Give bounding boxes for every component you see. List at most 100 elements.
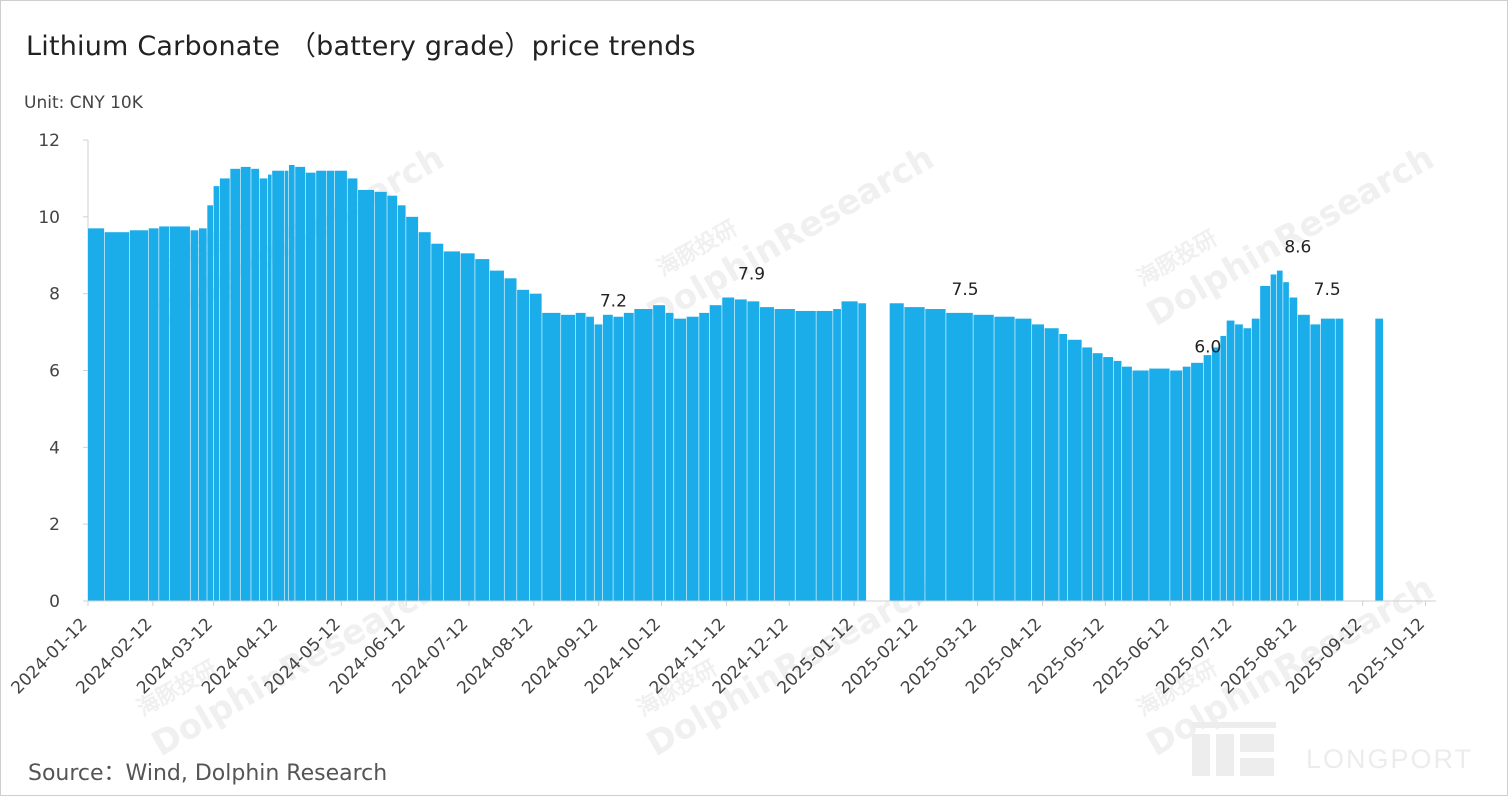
price-bar: [387, 195, 398, 601]
price-bar: [833, 309, 841, 601]
price-bar: [207, 205, 213, 601]
price-bar: [759, 307, 774, 601]
price-bar: [699, 312, 710, 602]
price-bar: [347, 178, 358, 602]
price-bar: [1059, 334, 1067, 601]
price-bar: [774, 309, 795, 601]
price-bar: [1132, 370, 1149, 601]
price-bar: [734, 299, 747, 601]
price-bar: [272, 170, 285, 602]
price-bar: [1122, 366, 1132, 601]
price-bar: [1015, 318, 1032, 601]
y-tick-label: 2: [49, 515, 60, 535]
price-bar: [623, 312, 634, 602]
price-bar: [1270, 274, 1277, 601]
price-bar: [334, 170, 347, 602]
price-bar: [397, 205, 406, 601]
price-bar: [104, 232, 130, 601]
price-bar: [613, 316, 624, 601]
price-bar: [634, 309, 653, 601]
unit-label: Unit: CNY 10K: [24, 93, 143, 113]
price-bar: [504, 278, 517, 601]
price-bar: [443, 251, 460, 601]
price-bar: [1113, 360, 1122, 601]
price-bar: [674, 318, 687, 601]
price-bar: [1289, 297, 1298, 601]
price-bar: [1320, 318, 1335, 601]
data-label: 7.5: [952, 280, 979, 300]
price-bar: [230, 168, 241, 601]
price-bar: [259, 178, 268, 602]
price-bar: [1212, 347, 1220, 601]
price-bar: [219, 178, 230, 602]
price-bar: [1067, 339, 1082, 601]
data-label: 6.0: [1194, 338, 1221, 358]
price-bar: [88, 228, 105, 602]
price-bar: [198, 228, 207, 602]
price-bar: [1191, 362, 1204, 601]
price-bar: [1276, 270, 1283, 601]
y-tick-label: 4: [49, 438, 60, 458]
price-bar: [460, 253, 475, 601]
price-bar: [159, 226, 170, 601]
price-bar: [251, 168, 260, 601]
price-bar: [190, 230, 199, 601]
price-bar: [406, 216, 419, 601]
price-bar: [858, 303, 867, 601]
price-bar: [594, 324, 603, 601]
y-tick-label: 6: [49, 362, 60, 382]
price-bar: [284, 170, 289, 602]
price-bar: [148, 228, 159, 602]
price-bar: [1092, 353, 1103, 601]
source-note: Source：Wind, Dolphin Research: [28, 761, 388, 786]
price-bar: [1375, 318, 1384, 601]
price-bar: [475, 259, 490, 601]
price-bar: [1226, 320, 1235, 601]
price-bar: [994, 316, 1015, 601]
price-bar: [747, 301, 760, 601]
data-label: 7.2: [600, 291, 627, 311]
price-bar: [795, 310, 816, 601]
price-bar: [1335, 318, 1344, 601]
y-tick-label: 8: [49, 285, 60, 305]
price-bar: [129, 230, 149, 601]
price-bar: [288, 164, 295, 601]
price-bar: [169, 226, 190, 601]
price-bar: [240, 166, 251, 601]
data-label: 7.9: [738, 265, 765, 285]
price-bar: [1235, 324, 1243, 601]
price-bar: [268, 174, 272, 601]
price-bar: [418, 232, 431, 601]
price-bar: [561, 314, 576, 601]
price-bar: [374, 191, 387, 602]
price-bar: [973, 314, 994, 601]
price-bar: [1149, 368, 1170, 601]
data-label: 7.5: [1314, 280, 1341, 300]
price-bar: [542, 312, 561, 602]
price-bar: [1220, 335, 1227, 601]
price-bar: [1044, 328, 1059, 601]
price-bar: [1103, 357, 1114, 601]
price-bar: [1032, 324, 1044, 601]
price-bar: [529, 293, 542, 601]
y-tick-label: 0: [49, 592, 60, 612]
price-bar: [1260, 285, 1271, 601]
price-bar: [295, 166, 306, 601]
price-bar: [686, 316, 699, 601]
price-bar: [925, 309, 946, 601]
price-bar: [305, 172, 316, 601]
y-tick-label: 10: [38, 208, 60, 228]
data-label: 8.6: [1284, 238, 1311, 258]
price-bar: [326, 170, 335, 602]
price-bar: [904, 307, 925, 601]
price-bar: [1310, 324, 1321, 601]
price-bar: [431, 243, 444, 601]
price-bar: [1251, 318, 1260, 601]
price-bar: [316, 170, 327, 602]
price-bar: [1283, 282, 1289, 601]
price-bar: [946, 312, 973, 602]
longport-logo: [1192, 722, 1276, 776]
price-bar: [602, 314, 613, 601]
price-bar: [1170, 370, 1183, 601]
